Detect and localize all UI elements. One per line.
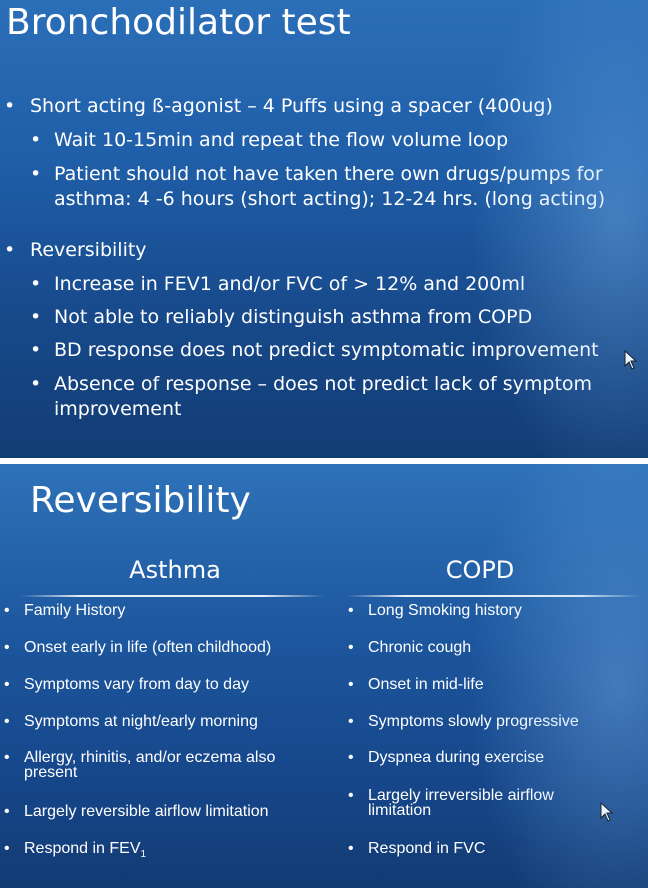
sub-bullet-increase-fev1: • Increase in FEV1 and/or FVC of > 12% a… [30,272,525,297]
copd-item: • Respond in FVC [348,840,638,857]
bullet-text: Reversibility [30,239,147,261]
sub-bullet-patient-drugs: • Patient should not have taken there ow… [30,162,630,212]
bullet-icon: • [4,676,10,693]
sub-bullet-absence-response: • Absence of response – does not predict… [30,372,620,422]
slide-reversibility: Reversibility Asthma COPD • Family Histo… [0,464,648,888]
copd-item: • Onset in mid-life [348,676,638,693]
respond-fev-text: Respond in FEV [24,840,141,857]
asthma-item: • Respond in FEV1 [4,841,324,862]
copd-item: • Dyspnea during exercise [348,749,638,766]
copd-item-text: Onset in mid-life [368,676,484,693]
bullet-icon: • [4,840,10,857]
bullet-text: Short acting ß-agonist – 4 Puffs using a… [30,95,553,117]
asthma-item: • Family History [4,602,324,619]
bullet-icon: • [30,306,42,328]
bullet-short-acting: • Short acting ß-agonist – 4 Puffs using… [4,94,553,119]
asthma-heading-divider [20,595,324,597]
asthma-item-text: Largely reversible airflow limitation [24,803,269,820]
bullet-icon: • [4,713,10,730]
bullet-icon: • [348,676,354,693]
copd-item-text: Largely irreversible airflow limitation [368,787,554,819]
copd-item: • Symptoms slowly progressive [348,713,638,730]
copd-item-text: Symptoms slowly progressive [368,713,579,730]
bullet-icon: • [348,713,354,730]
bullet-reversibility: • Reversibility [4,238,147,263]
bullet-icon: • [30,163,42,185]
bullet-icon: • [4,602,10,619]
copd-heading: COPD [445,556,515,584]
sub-bullet-text: Patient should not have taken there own … [54,163,606,210]
sub-bullet-text: Wait 10-15min and repeat the flow volume… [54,129,509,151]
copd-item-text: Respond in FVC [368,840,486,857]
bullet-icon: • [30,129,42,151]
slide-title: Bronchodilator test [6,2,351,43]
asthma-item-text: Symptoms at night/early morning [24,713,258,730]
asthma-item: • Largely reversible airflow limitation [4,803,324,820]
copd-item: • Long Smoking history [348,602,638,619]
sub-bullet-text: Absence of response – does not predict l… [54,373,593,420]
sub-bullet-text: BD response does not predict symptomatic… [54,339,599,361]
bullet-icon: • [4,95,16,117]
copd-heading-divider [346,595,640,597]
sub-bullet-wait: • Wait 10-15min and repeat the flow volu… [30,128,508,153]
copd-item-text: Long Smoking history [368,602,522,619]
asthma-item-text: Symptoms vary from day to day [24,676,249,693]
bullet-icon: • [348,840,354,857]
bullet-icon: • [348,749,354,766]
bullet-icon: • [4,749,10,766]
fev-subscript: 1 [140,849,147,861]
bullet-icon: • [348,602,354,619]
bullet-icon: • [30,273,42,295]
bullet-icon: • [30,339,42,361]
slide-bronchodilator-test: Bronchodilator test • Short acting ß-ago… [0,0,648,458]
bullet-icon: • [4,803,10,820]
sub-bullet-text: Not able to reliably distinguish asthma … [54,306,533,328]
bullet-icon: • [348,639,354,656]
asthma-item: • Onset early in life (often childhood) [4,639,324,656]
mouse-pointer-icon [600,802,614,822]
copd-item: • Chronic cough [348,639,638,656]
mouse-pointer-icon [624,350,638,370]
bullet-icon: • [4,639,10,656]
sub-bullet-bd-response: • BD response does not predict symptomat… [30,338,599,363]
asthma-item: • Symptoms vary from day to day [4,676,324,693]
copd-item: • Largely irreversible airflow limitatio… [348,787,598,819]
asthma-heading: Asthma [129,556,221,584]
bullet-icon: • [348,787,354,804]
asthma-item-text: Allergy, rhinitis, and/or eczema also pr… [24,749,276,781]
asthma-item-text: Family History [24,602,126,619]
copd-item-text: Chronic cough [368,639,472,656]
asthma-item-text: Onset early in life (often childhood) [24,639,272,656]
copd-item-text: Dyspnea during exercise [368,749,545,766]
bullet-icon: • [30,373,42,395]
slide-title: Reversibility [30,480,251,521]
asthma-item: • Symptoms at night/early morning [4,713,324,730]
asthma-item: • Allergy, rhinitis, and/or eczema also … [4,749,304,781]
bullet-icon: • [4,239,16,261]
asthma-item-text: Respond in FEV1 [24,841,324,862]
sub-bullet-text: Increase in FEV1 and/or FVC of > 12% and… [54,273,526,295]
sub-bullet-not-distinguish: • Not able to reliably distinguish asthm… [30,305,532,330]
